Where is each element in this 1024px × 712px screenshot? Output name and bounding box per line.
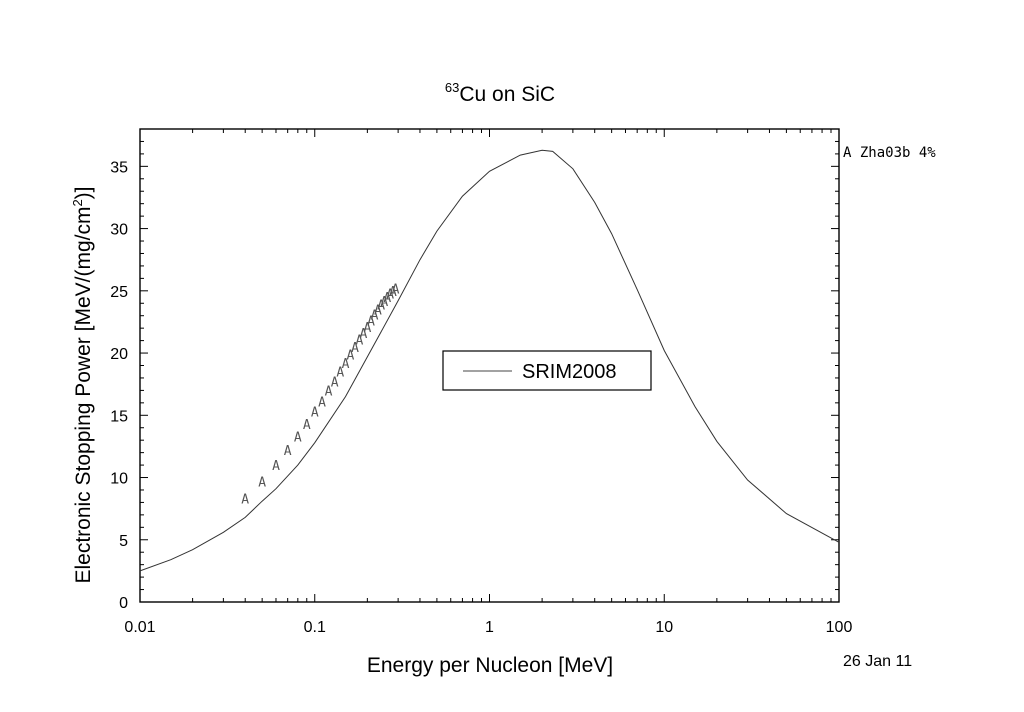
x-axis-ticks: 0.01 0.1 1 10 100 (124, 129, 852, 636)
data-source-label: A Zha03b 4% (843, 145, 936, 161)
y-tick-label: 35 (110, 159, 128, 176)
legend: SRIM2008 (442, 350, 652, 391)
zha03b-data-point: A (367, 315, 375, 330)
srim2008-curve (139, 149, 840, 572)
zha03b-data-point: A (325, 384, 333, 399)
zha03b-data-point: A (294, 430, 302, 445)
y-tick-label: 20 (110, 346, 128, 363)
zha03b-data-point: A (311, 406, 319, 421)
zha03b-data-point: A (272, 459, 280, 474)
zha03b-data-point: A (241, 493, 249, 508)
y-tick-label: 30 (110, 222, 128, 239)
zha03b-data-point: A (258, 475, 266, 490)
zha03b-data-point: A (318, 396, 326, 411)
chart-title-main: Cu on SiC (459, 83, 555, 106)
chart-title-superscript: 63 (445, 80, 459, 95)
zha03b-data-point: A (342, 357, 350, 372)
y-axis-title: Electronic Stopping Power [MeV/(mg/cm2)] (70, 186, 95, 583)
zha03b-data-point: A (360, 327, 368, 342)
x-tick-label: 0.1 (304, 619, 326, 636)
x-tick-label: 0.01 (124, 619, 155, 636)
y-axis-ticks: 0 5 10 15 20 25 30 35 (110, 140, 839, 612)
y-axis-title-main: Electronic Stopping Power [MeV/(mg/cm (72, 207, 95, 584)
x-tick-label: 100 (826, 619, 853, 636)
x-tick-label: 10 (655, 619, 673, 636)
zha03b-data-point: A (347, 348, 355, 363)
y-tick-label: 0 (119, 595, 128, 612)
date-stamp: 26 Jan 11 (843, 653, 912, 670)
zha03b-data-point: A (383, 291, 391, 306)
zha03b-data-point: A (386, 287, 394, 302)
y-tick-label: 15 (110, 408, 128, 425)
chart-title: 63Cu on SiC (445, 80, 555, 106)
zha03b-data-point: A (371, 308, 379, 323)
legend-label: SRIM2008 (522, 361, 617, 383)
x-tick-label: 1 (485, 619, 494, 636)
zha03b-data-point: A (336, 366, 344, 381)
x-axis-title: Energy per Nucleon [MeV] (367, 654, 613, 677)
zha03b-data-point: A (351, 341, 359, 356)
y-axis-title-end: )] (72, 186, 95, 199)
zha03b-data-point: A (377, 299, 385, 314)
zha03b-data-point: A (355, 333, 363, 348)
y-tick-label: 5 (119, 533, 128, 550)
y-tick-label: 25 (110, 284, 128, 301)
y-tick-label: 10 (110, 471, 128, 488)
zha03b-data-point: A (389, 285, 397, 300)
zha03b-data-point: A (380, 295, 388, 310)
zha03b-data-point: A (392, 282, 400, 297)
y-axis-title-superscript: 2 (70, 199, 85, 206)
zha03b-data-point: A (374, 303, 382, 318)
zha03b-data-point: A (284, 444, 292, 459)
zha03b-data-point: A (331, 376, 339, 391)
zha03b-data-point: A (363, 321, 371, 336)
zha03b-data-point: A (303, 418, 311, 433)
